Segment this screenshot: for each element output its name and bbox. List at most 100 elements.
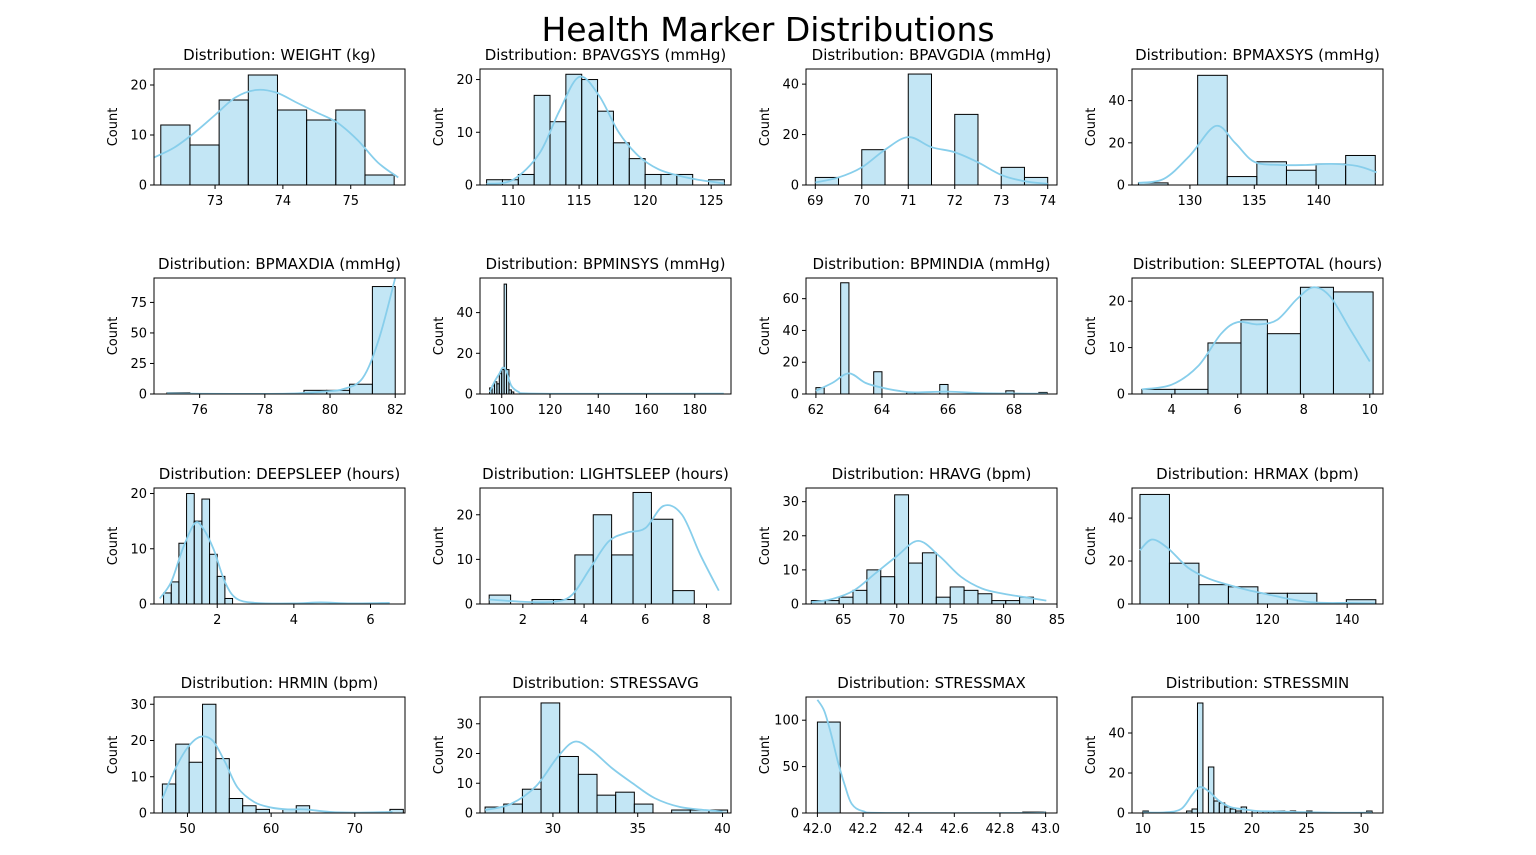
plot-frame — [805, 277, 1058, 395]
histogram-panel: 76 78 80 82 0 25 50 75 Distribution: BPMAXDIA (m… — [106, 255, 406, 418]
y-tick-label: 100 — [774, 714, 799, 729]
x-tick-label: 120 — [538, 403, 563, 418]
histogram-bar — [852, 589, 868, 605]
y-tick-label: 0 — [1117, 179, 1125, 194]
figure-title: Health Marker Distributions — [541, 10, 995, 49]
histogram-bar — [559, 755, 579, 814]
y-axis-label: Count — [1084, 736, 1099, 775]
histogram-bar — [1207, 342, 1242, 395]
x-tick-label: 62 — [808, 403, 825, 418]
x-tick-label: 69 — [807, 194, 824, 209]
plot-frame — [479, 487, 732, 605]
histogram-bar — [935, 596, 951, 605]
histogram-bar — [672, 590, 695, 605]
histogram-panel: 65 70 75 80 85 0 10 20 30 Distribution: HRAVG (bp… — [758, 465, 1065, 628]
kde-line — [488, 366, 724, 394]
y-tick-label: 10 — [130, 542, 147, 557]
x-tick-label: 6 — [641, 613, 649, 628]
x-tick-label: 140 — [586, 403, 611, 418]
y-tick-label: 40 — [1108, 94, 1125, 109]
x-tick-label: 42.6 — [940, 822, 969, 837]
histogram-bar — [633, 803, 654, 814]
plot-frame — [153, 68, 406, 186]
subplot-title: Distribution: HRMAX (bpm) — [1156, 465, 1359, 483]
histogram-bar — [632, 491, 652, 605]
kde-line — [486, 75, 725, 185]
subplot-title: Distribution: HRAVG (bpm) — [832, 465, 1032, 483]
kde-line — [1139, 538, 1376, 604]
subplot-title: Distribution: LIGHTSLEEP (hours) — [482, 465, 729, 483]
x-tick-label: 100 — [1175, 613, 1200, 628]
x-tick-label: 140 — [1306, 194, 1331, 209]
histogram-panel: 42.0 42.2 42.4 42.6 42.8 43.0 0 50 100 Distributi… — [758, 674, 1060, 837]
y-tick-label: 10 — [130, 129, 147, 144]
kde-line — [154, 88, 399, 179]
y-axis-label: Count — [106, 317, 121, 356]
y-tick-label: 20 — [130, 734, 147, 749]
x-tick-label: 4 — [290, 613, 298, 628]
histogram-bar — [1139, 493, 1170, 605]
x-tick-label: 4 — [580, 613, 588, 628]
histogram-bar — [255, 808, 270, 814]
y-tick-label: 20 — [1108, 767, 1125, 782]
histogram-bar — [521, 788, 542, 814]
kde-line — [815, 372, 1048, 394]
histogram-bar — [1266, 333, 1301, 395]
y-tick-label: 50 — [130, 326, 147, 341]
histogram-bar — [189, 144, 220, 186]
x-tick-label: 160 — [634, 403, 659, 418]
histogram-panel: 73 74 75 0 10 20 Distribution: WEIGHT (kg) Coun… — [106, 46, 406, 209]
x-tick-label: 82 — [387, 403, 404, 418]
histogram-bar — [816, 721, 841, 814]
histogram-bar — [1198, 584, 1229, 605]
histogram-panel: 2 4 6 0 10 20 Distribution: DEEPSLEEP (hours) C… — [106, 465, 406, 628]
histogram-bar — [161, 783, 177, 814]
y-tick-label: 20 — [1108, 136, 1125, 151]
plot-frame — [479, 68, 732, 186]
histogram-bar — [660, 173, 678, 186]
x-tick-label: 66 — [940, 403, 957, 418]
y-tick-label: 20 — [782, 356, 799, 371]
y-axis-label: Count — [1084, 317, 1099, 356]
histogram-bar — [650, 518, 674, 605]
y-axis-label: Count — [758, 527, 773, 566]
subplot-title: Distribution: STRESSAVG — [512, 674, 698, 692]
x-tick-label: 180 — [682, 403, 707, 418]
histogram-bar — [1240, 319, 1268, 395]
y-tick-label: 10 — [456, 126, 473, 141]
x-tick-label: 40 — [714, 822, 731, 837]
x-tick-label: 78 — [257, 403, 274, 418]
subplot-title: Distribution: BPMAXDIA (mmHg) — [158, 255, 401, 273]
histogram-bar — [963, 589, 979, 605]
x-tick-label: 30 — [545, 822, 562, 837]
histogram-bar — [1174, 388, 1209, 395]
x-tick-label: 80 — [995, 613, 1012, 628]
plot-frame — [479, 277, 732, 395]
x-tick-label: 8 — [1300, 403, 1308, 418]
kde-line — [167, 278, 397, 394]
histogram-bar — [954, 113, 979, 186]
y-tick-label: 20 — [782, 529, 799, 544]
histogram-bar — [364, 174, 395, 186]
x-tick-label: 68 — [1006, 403, 1023, 418]
x-tick-label: 42.0 — [803, 822, 832, 837]
histogram-bar — [224, 597, 234, 605]
histogram-panel: 130 135 140 0 20 40 Distribution: BPMAXSYS (mm… — [1084, 46, 1384, 209]
y-axis-label: Count — [106, 527, 121, 566]
histogram-bar — [838, 596, 854, 605]
histogram-bar — [163, 592, 172, 605]
y-tick-label: 0 — [139, 388, 147, 403]
histogram-bar — [178, 542, 188, 605]
y-tick-label: 10 — [130, 770, 147, 785]
y-tick-label: 20 — [456, 747, 473, 762]
x-tick-label: 43.0 — [1031, 822, 1060, 837]
kde-line — [816, 699, 1046, 813]
histogram-bar — [170, 581, 180, 605]
histogram-bar — [596, 794, 617, 814]
y-tick-label: 20 — [1108, 295, 1125, 310]
histogram-panel: 50 60 70 0 10 20 30 Distribution: HRMIN (bpm) Co… — [106, 674, 406, 837]
subplot-title: Distribution: BPMAXSYS (mmHg) — [1135, 46, 1380, 64]
histogram-bar — [611, 554, 634, 605]
y-tick-label: 0 — [465, 598, 473, 613]
y-axis-label: Count — [106, 108, 121, 147]
